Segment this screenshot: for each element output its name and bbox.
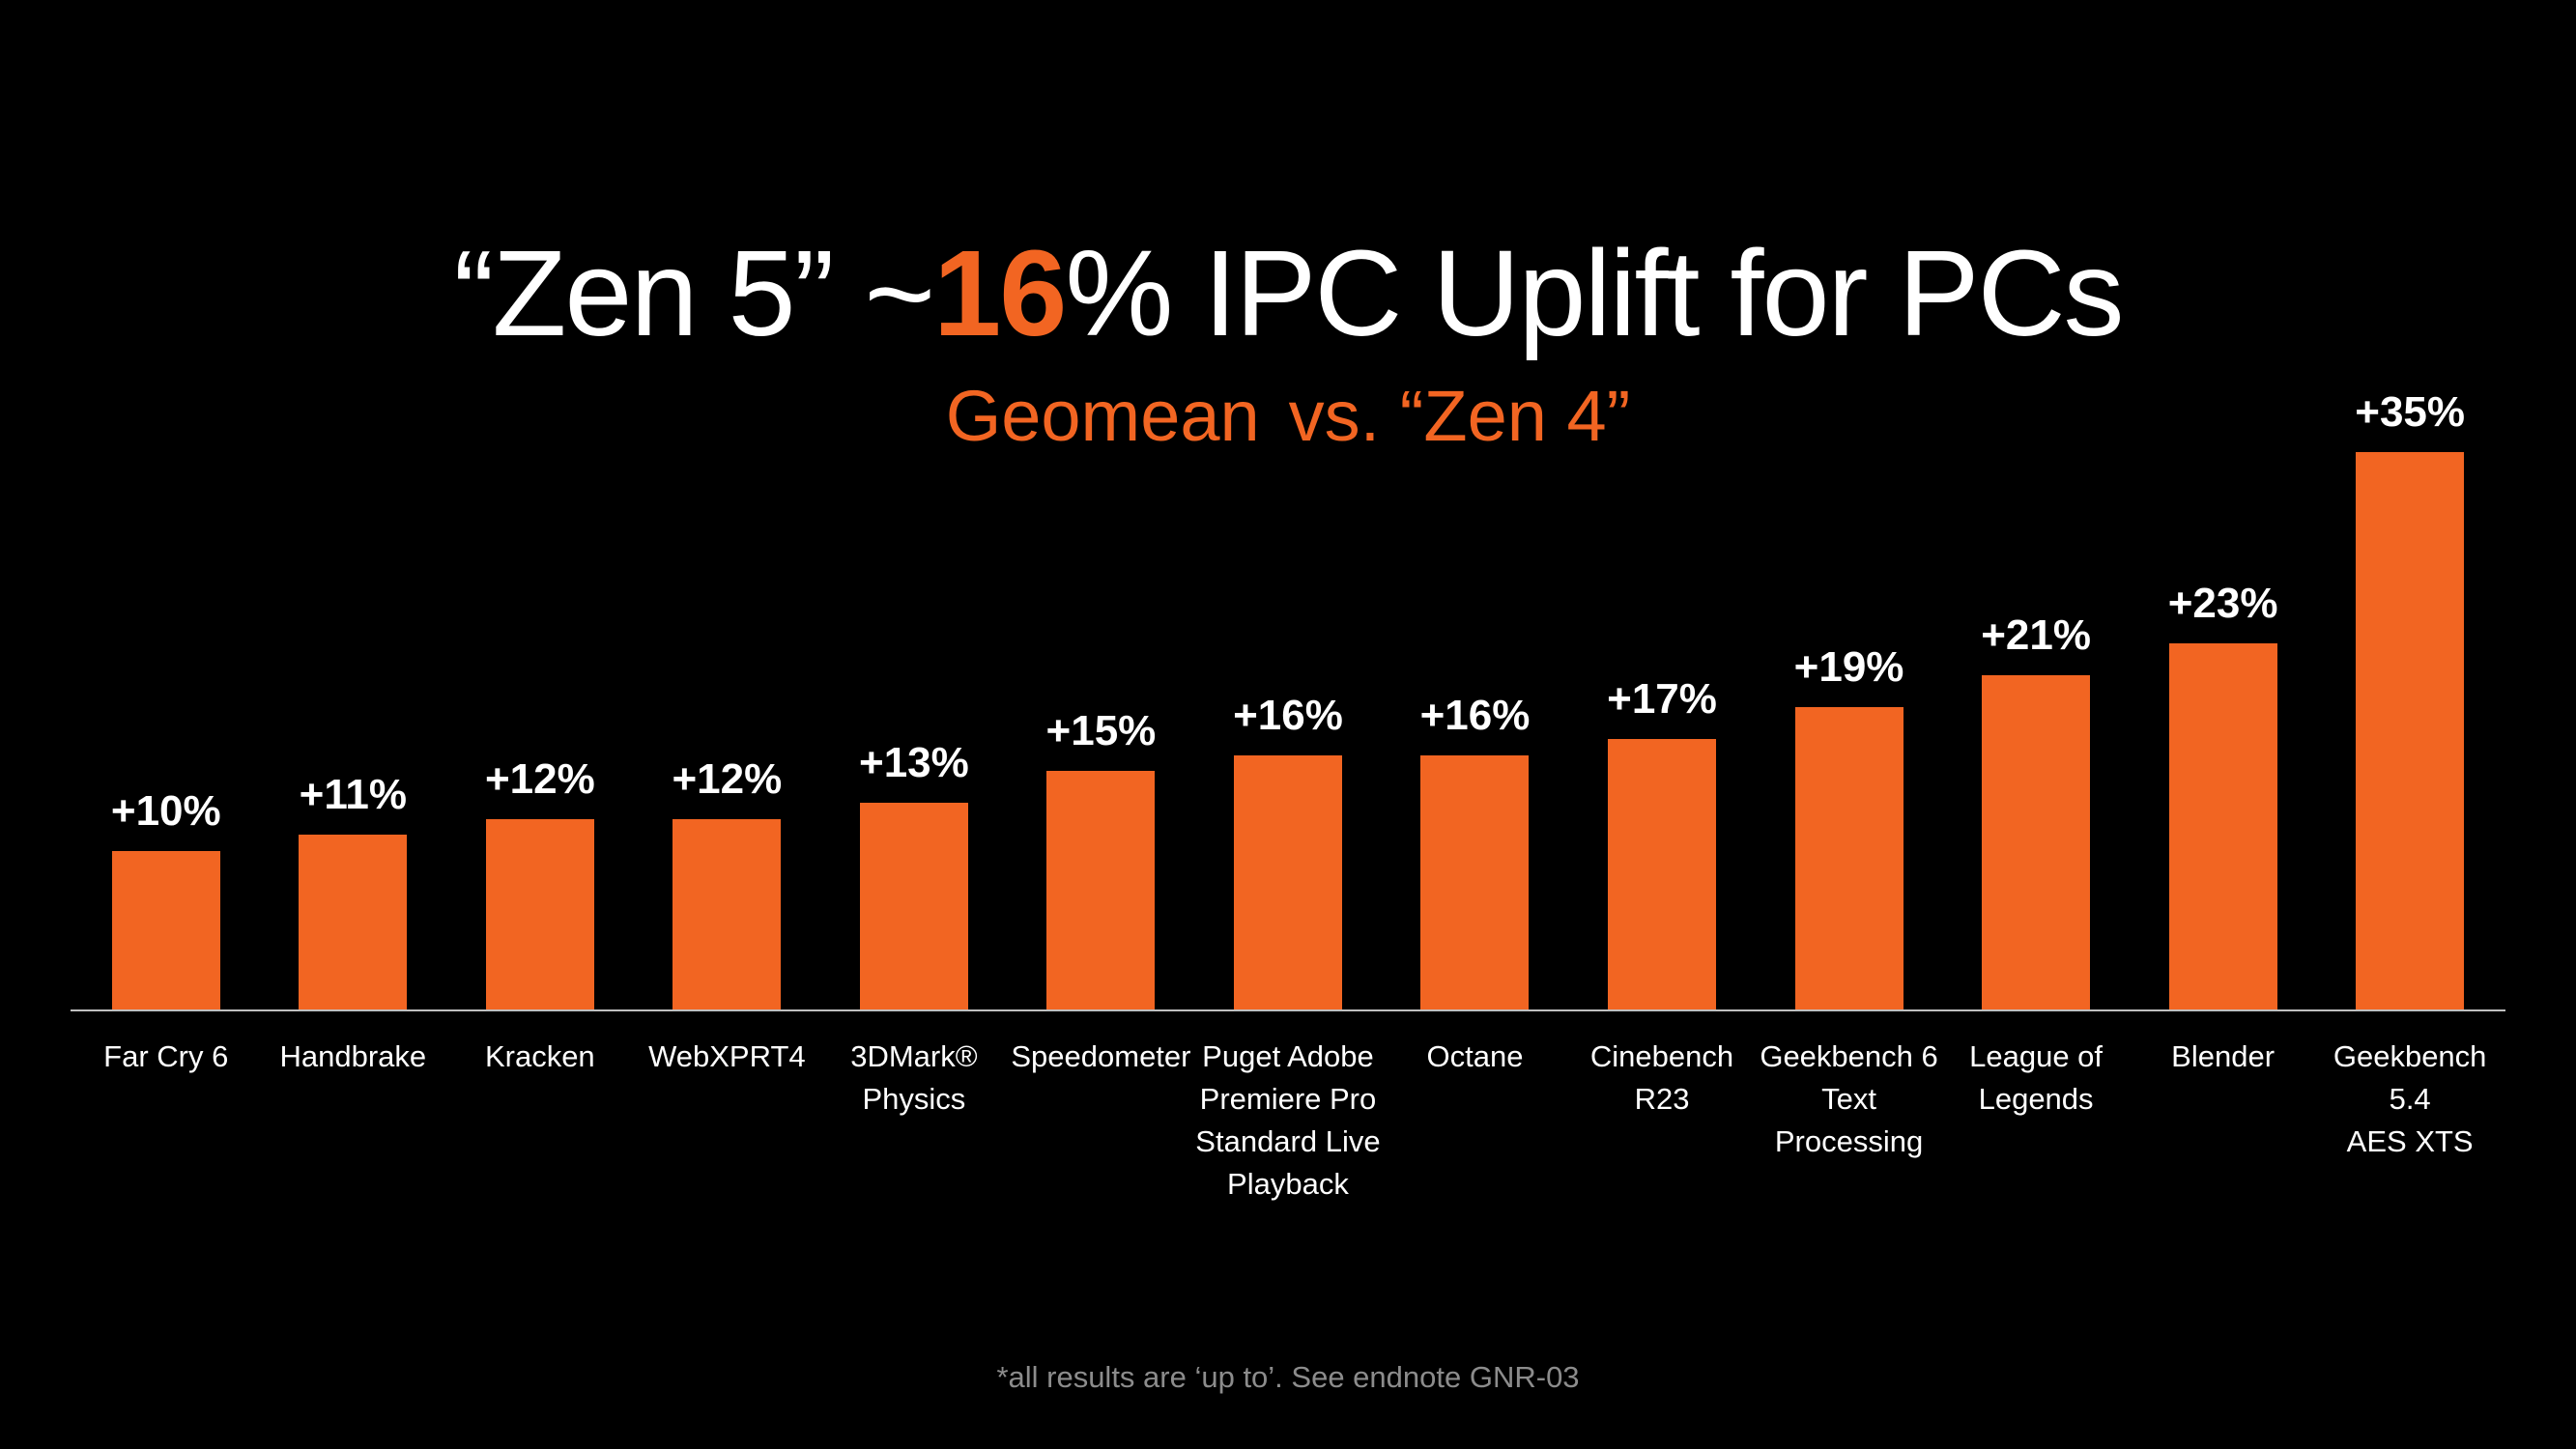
category-label-row: Far Cry 6 Handbrake Kracken WebXPRT4 3DMark®… xyxy=(72,1036,2504,1206)
category-label: WebXPRT4 xyxy=(648,1039,806,1073)
bar-column: +19% xyxy=(1756,643,1943,1010)
bar-column: +21% xyxy=(1942,611,2130,1010)
category-label: Kracken xyxy=(484,1039,595,1073)
bar xyxy=(1046,771,1156,1010)
bar-column: +23% xyxy=(2130,580,2317,1010)
bar-value-label: +16% xyxy=(1233,692,1343,739)
title-highlight-16: 16 xyxy=(933,225,1067,361)
page-title: “Zen 5” ~16% IPC Uplift for PCs xyxy=(0,229,2576,357)
bar xyxy=(1420,755,1530,1010)
bar xyxy=(485,819,594,1010)
bar-value-label: +15% xyxy=(1045,707,1157,754)
bar-column: +10% xyxy=(72,787,260,1010)
category-label: Geekbench 5.4 AES XTS xyxy=(2333,1039,2487,1159)
bar-value-label: +12% xyxy=(672,755,783,803)
bar xyxy=(2356,452,2465,1010)
category-label: Handbrake xyxy=(279,1039,427,1073)
bar-value-label: +19% xyxy=(1793,643,1904,691)
category-label: League of Legends xyxy=(1969,1039,2104,1117)
bar xyxy=(673,819,782,1010)
bar xyxy=(1608,739,1717,1010)
subtitle-geomean: Geomean xyxy=(945,376,1260,457)
bar-value-label: +11% xyxy=(299,771,407,818)
bar-value-label: +17% xyxy=(1607,675,1717,723)
bar-value-label: +21% xyxy=(1981,611,2091,659)
category-label: Geekbench 6 Text Processing xyxy=(1760,1039,1938,1159)
bar-column: +35% xyxy=(2316,388,2504,1010)
bar-value-label: +12% xyxy=(484,755,595,803)
category-label: Speedometer xyxy=(1011,1039,1191,1073)
bar-column: +16% xyxy=(1382,692,1569,1010)
bar-column: +16% xyxy=(1194,692,1382,1010)
bar xyxy=(111,851,220,1010)
bar xyxy=(1982,675,2091,1010)
bar-value-label: +16% xyxy=(1419,692,1531,739)
bar-chart: +10% +11% +12% +12% +13% +15% +16% +16% … xyxy=(72,388,2504,1010)
subtitle: Geomean vs. “Zen 4” xyxy=(0,375,2576,457)
bar-column: +15% xyxy=(1008,707,1195,1010)
title-suffix: % IPC Uplift for PCs xyxy=(1065,225,2124,361)
subtitle-vs-zen4: vs. “Zen 4” xyxy=(1288,376,1631,457)
category-label: Far Cry 6 xyxy=(103,1039,229,1073)
bar-column: +12% xyxy=(634,755,821,1010)
bar xyxy=(299,835,408,1010)
category-label: Puget Adobe Premiere Pro Standard Live P… xyxy=(1195,1039,1381,1202)
title-prefix: “Zen 5” ~ xyxy=(453,225,935,361)
bar-value-label: +10% xyxy=(110,787,221,835)
x-axis-line xyxy=(71,1009,2505,1011)
category-label: Blender xyxy=(2171,1039,2275,1073)
bar-column: +17% xyxy=(1568,675,1756,1010)
bar-column: +12% xyxy=(446,755,634,1010)
category-label: 3DMark® Physics xyxy=(850,1039,978,1117)
bar-column: +11% xyxy=(260,771,447,1010)
bar xyxy=(2168,643,2277,1010)
bar xyxy=(1233,755,1342,1010)
category-label: Octane xyxy=(1426,1039,1524,1073)
footnote: *all results are ‘up to’. See endnote GN… xyxy=(996,1360,1580,1394)
bar-value-label: +35% xyxy=(2355,388,2466,436)
title-block: “Zen 5” ~16% IPC Uplift for PCs Geomean … xyxy=(0,229,2576,457)
bar-value-label: +13% xyxy=(859,739,969,786)
bar xyxy=(1794,707,1903,1010)
category-label: Cinebench R23 xyxy=(1589,1039,1734,1117)
bar-column: +13% xyxy=(820,739,1008,1010)
bar xyxy=(859,803,968,1010)
bar-value-label: +23% xyxy=(2167,580,2278,627)
